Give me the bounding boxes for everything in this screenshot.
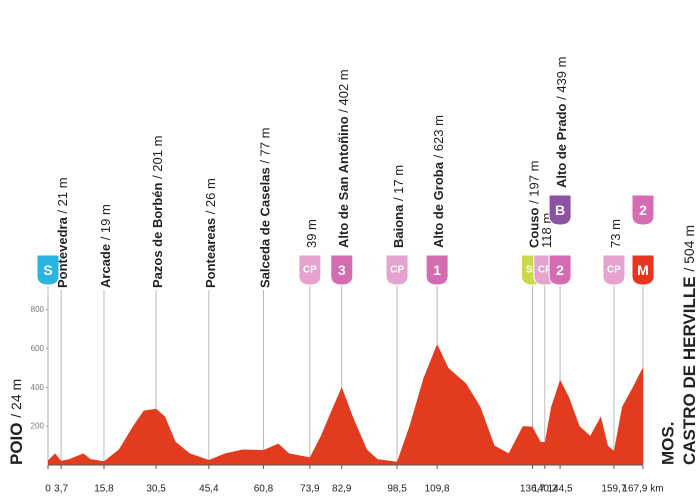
stop-name: Alto de Groba [431, 161, 446, 248]
badge-shape [425, 254, 449, 286]
stop-label: 73 m [607, 219, 622, 248]
stop-label: Couso / 197 m [526, 161, 541, 248]
badge-text: SP [526, 265, 540, 276]
badge-shape [548, 254, 572, 286]
stop-altitude: / 17 m [391, 165, 406, 201]
stop-label: Pontevedra / 21 m [55, 177, 70, 288]
badge: 2 [631, 194, 655, 226]
stop-label: Alto de San Antoñino / 402 m [335, 69, 350, 248]
badge-text: 2 [639, 202, 647, 218]
x-tick-label: 82,9 [332, 484, 352, 495]
badge: CP [602, 254, 626, 286]
badge-shape [631, 194, 655, 226]
badge-text: CP [303, 265, 317, 276]
badge-text: M [637, 262, 649, 278]
badge-text: CP [538, 265, 552, 276]
badge-shape [36, 254, 60, 286]
stop-label: Arcade / 19 m [97, 204, 112, 288]
stop-name: Alto de Prado [554, 103, 569, 188]
x-tick-label: 136,7 [520, 484, 545, 495]
stop-label: Pazos de Borbén / 201 m [150, 136, 165, 288]
badge: 1 [425, 254, 449, 286]
x-tick-label: 167,9 km [622, 484, 663, 495]
badge: S [36, 254, 60, 286]
x-tick-label: 45,4 [199, 484, 219, 495]
stop-name: Ponteareas [202, 218, 217, 288]
finish-label: CASTRO DE HERVILLE / 504 m [680, 225, 699, 465]
start-name: POIO [7, 422, 26, 465]
stop-altitude: / 77 m [257, 128, 272, 164]
x-tick-label: 30,5 [146, 484, 166, 495]
badge-shape [385, 254, 409, 286]
stop-label: Alto de Prado / 439 m [554, 57, 569, 189]
x-tick-label: 140,2 [532, 484, 557, 495]
badge-text: 3 [338, 262, 346, 278]
stop-name: Pazos de Borbén [150, 182, 165, 288]
stop-altitude: 73 m [607, 219, 622, 248]
stop-altitude: 39 m [303, 219, 318, 248]
stop-altitude: / 19 m [97, 204, 112, 240]
y-tick-label: 400 [31, 383, 45, 392]
badge-shape [631, 254, 655, 286]
y-tick-label: 200 [31, 422, 45, 431]
stop-altitude: 118 m [538, 213, 553, 248]
start-altitude: / 24 m [8, 379, 24, 418]
x-tick-label: 144,5 [548, 484, 573, 495]
stop-name: Pontevedra [55, 216, 70, 288]
badge: 2 [548, 254, 572, 286]
y-tick-label: 600 [31, 344, 45, 353]
badge: M [631, 254, 655, 286]
stop-altitude: / 402 m [335, 69, 350, 112]
stop-altitude: / 21 m [55, 177, 70, 213]
y-tick-label: 800 [31, 305, 45, 314]
stop-label: Ponteareas / 26 m [202, 178, 217, 288]
x-tick-label: 159,7 [601, 484, 626, 495]
badge-text: CP [607, 265, 621, 276]
badge-shape [602, 254, 626, 286]
finish-line-2: CASTRO DE HERVILLE [680, 276, 699, 465]
stop-name: Arcade [97, 244, 112, 288]
badge: CP [298, 254, 322, 286]
badge: B [548, 194, 572, 226]
finish-altitude: / 504 m [681, 225, 697, 272]
stop-altitude: / 197 m [526, 161, 541, 204]
x-tick-label: 15,8 [94, 484, 114, 495]
x-tick-label: 73,9 [300, 484, 320, 495]
x-tick-label: 109,8 [425, 484, 450, 495]
stop-name: Couso [526, 208, 541, 249]
start-label: POIO / 24 m [7, 379, 26, 465]
x-tick-label: 3,7 [54, 484, 68, 495]
badge-text: S [43, 262, 52, 278]
stop-altitude: / 623 m [431, 115, 446, 158]
x-tick-label: 0 [45, 484, 51, 495]
badge: 3 [330, 254, 354, 286]
stop-label: 39 m [303, 219, 318, 248]
stop-label: Baiona / 17 m [391, 165, 406, 248]
badge-text: 2 [556, 262, 564, 278]
badge-text: 1 [433, 262, 441, 278]
badge-text: B [555, 202, 565, 218]
badge-shape [298, 254, 322, 286]
x-tick-label: 98,5 [387, 484, 407, 495]
badge-shape [330, 254, 354, 286]
badge-shape [548, 194, 572, 226]
stop-label: Alto de Groba / 623 m [431, 115, 446, 248]
stop-altitude: / 26 m [202, 178, 217, 214]
badge: CP [385, 254, 409, 286]
elevation-area [48, 344, 643, 465]
badge-text: CP [390, 265, 404, 276]
stop-name: Alto de San Antoñino [335, 116, 350, 248]
x-tick-label: 60,8 [254, 484, 274, 495]
stop-label: 118 m [538, 213, 553, 248]
stop-name: Salceda de Caselas [257, 167, 272, 288]
finish-line-1: MOS. [659, 422, 678, 465]
stop-altitude: / 201 m [150, 136, 165, 179]
stop-name: Baiona [391, 204, 406, 248]
stop-altitude: / 439 m [554, 57, 569, 100]
stop-label: Salceda de Caselas / 77 m [257, 128, 272, 288]
